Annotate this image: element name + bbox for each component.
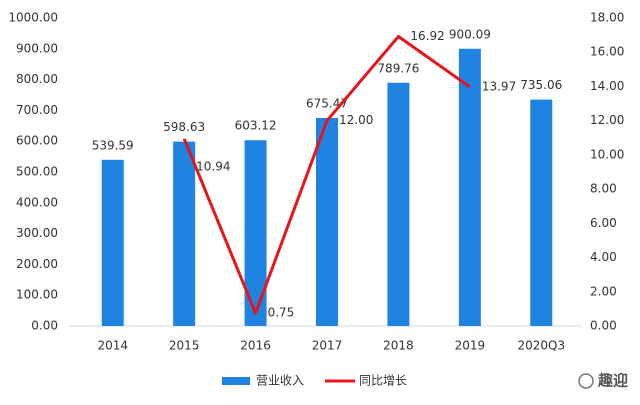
line-value-label: 13.97: [482, 79, 516, 93]
y2-tick-label: 14.00: [590, 79, 624, 93]
y-tick-label: 500.00: [16, 165, 58, 179]
line-value-label: 10.94: [196, 159, 230, 173]
y2-tick-label: 4.00: [590, 250, 617, 264]
bar: [458, 48, 481, 327]
bar-value-label: 603.12: [235, 119, 277, 133]
y-tick-label: 300.00: [16, 226, 58, 240]
legend-swatch: [222, 377, 250, 385]
bar-value-label: 789.76: [377, 61, 419, 75]
y-tick-label: 600.00: [16, 134, 58, 148]
y2-tick-label: 8.00: [590, 182, 617, 196]
y-tick-label: 400.00: [16, 195, 58, 209]
bar: [530, 99, 553, 326]
bar-value-label: 735.06: [520, 78, 562, 92]
line-value-label: 0.75: [268, 306, 295, 320]
y-tick-label: 1000.00: [8, 11, 58, 25]
watermark-icon: [578, 373, 594, 389]
bar: [173, 141, 196, 326]
x-tick-label: 2015: [169, 339, 200, 353]
x-tick-label: 2020Q3: [517, 339, 565, 353]
y2-tick-label: 12.00: [590, 113, 624, 127]
bar: [387, 82, 410, 326]
line-value-label: 12.00: [339, 113, 373, 127]
x-tick-label: 2019: [455, 339, 486, 353]
line-value-label: 16.92: [410, 29, 444, 43]
watermark: 趣迎: [597, 372, 628, 390]
x-tick-label: 2016: [240, 339, 271, 353]
y2-tick-label: 10.00: [590, 147, 624, 161]
y-tick-label: 900.00: [16, 41, 58, 55]
y-tick-label: 100.00: [16, 288, 58, 302]
y2-tick-label: 16.00: [590, 45, 624, 59]
y2-tick-label: 2.00: [590, 284, 617, 298]
y-tick-label: 800.00: [16, 72, 58, 86]
legend-label: 营业收入: [256, 374, 304, 388]
y2-tick-label: 18.00: [590, 11, 624, 25]
x-tick-label: 2014: [97, 339, 128, 353]
y2-tick-label: 0.00: [590, 319, 617, 333]
y2-tick-label: 6.00: [590, 216, 617, 230]
line: [182, 34, 471, 315]
bar: [244, 140, 267, 326]
y-tick-label: 0.00: [31, 319, 58, 333]
legend-label: 同比增长: [359, 374, 407, 388]
bar: [316, 117, 338, 327]
bar-value-label: 598.63: [163, 120, 205, 134]
bar-value-label: 539.59: [92, 138, 134, 152]
y-tick-label: 200.00: [16, 257, 58, 271]
x-tick-label: 2017: [312, 339, 343, 353]
bar: [101, 159, 124, 326]
x-tick-label: 2018: [383, 339, 414, 353]
y-tick-label: 700.00: [16, 103, 58, 117]
bar-value-label: 900.09: [449, 27, 491, 41]
